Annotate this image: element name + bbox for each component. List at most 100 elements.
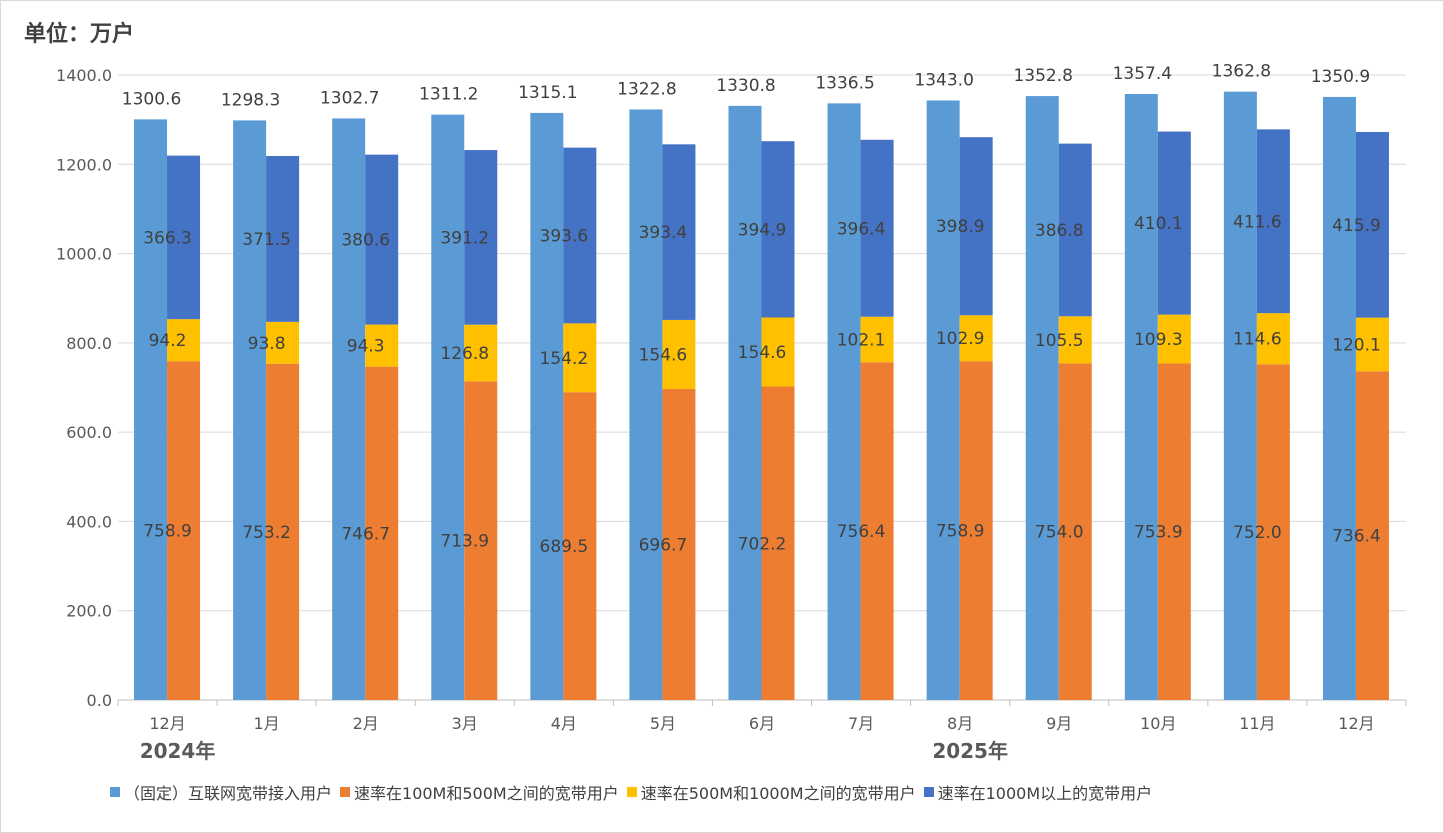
x-category-label: 3月: [452, 714, 478, 733]
legend-swatch: [340, 787, 351, 797]
segment-data-label: 371.5: [242, 230, 291, 250]
total-data-label: 1302.7: [320, 88, 379, 108]
segment-data-label: 393.4: [639, 223, 688, 243]
total-bar: [728, 105, 762, 700]
segment-data-label: 94.3: [347, 337, 385, 357]
segment-data-label: 736.4: [1332, 527, 1381, 547]
stack-bar-segment: [1256, 313, 1290, 365]
segment-data-label: 105.5: [1035, 331, 1084, 351]
stack-bar-segment: [167, 155, 201, 320]
x-category-label: 12月: [149, 714, 185, 733]
total-data-label: 1298.3: [221, 90, 280, 110]
stack-bar-segment: [563, 147, 597, 324]
segment-data-label: 380.6: [341, 231, 390, 251]
stack-bar-segment: [167, 319, 201, 362]
segment-data-label: 109.3: [1134, 330, 1183, 350]
total-data-label: 1350.9: [1311, 67, 1370, 87]
legend-item: 速率在1000M以上的宽带用户: [923, 780, 1153, 804]
total-bar: [629, 109, 663, 700]
total-bar: [1223, 91, 1257, 701]
segment-data-label: 154.6: [738, 343, 787, 363]
stack-bar-segment: [662, 319, 696, 389]
stack-bar-segment: [563, 392, 597, 700]
total-bar: [332, 118, 366, 700]
legend-item: 速率在100M和500M之间的宽带用户: [340, 780, 619, 804]
chart-legend: （固定）互联网宽带接入用户 速率在100M和500M之间的宽带用户 速率在500M和…: [110, 780, 1160, 804]
total-bar: [134, 119, 168, 700]
segment-data-label: 386.8: [1035, 221, 1084, 241]
total-data-label: 1343.0: [914, 70, 973, 90]
x-category-label: 4月: [551, 714, 577, 733]
total-bar: [1025, 96, 1059, 701]
segment-data-label: 758.9: [143, 522, 192, 542]
segment-data-label: 394.9: [738, 220, 787, 240]
legend-swatch: [626, 787, 637, 797]
segment-data-label: 689.5: [540, 537, 589, 557]
segment-data-label: 696.7: [639, 535, 688, 555]
legend-label: 速率在1000M以上的宽带用户: [937, 784, 1153, 803]
stack-bar-segment: [860, 316, 894, 363]
segment-data-label: 126.8: [440, 344, 489, 364]
stack-bar-segment: [761, 141, 795, 318]
stack-bar-segment: [1157, 363, 1191, 700]
segment-data-label: 391.2: [440, 228, 489, 248]
stack-bar-segment: [1058, 143, 1092, 317]
stack-bar-segment: [959, 361, 993, 700]
segment-data-label: 94.2: [149, 331, 187, 351]
stack-bar-segment: [266, 363, 300, 700]
y-tick-label: 1400.0: [56, 66, 112, 85]
stack-bar-segment: [662, 144, 696, 320]
stack-bar-segment: [464, 324, 498, 382]
segment-data-label: 154.6: [639, 345, 688, 365]
x-category-label: 7月: [848, 714, 874, 733]
segment-data-label: 415.9: [1332, 216, 1381, 236]
y-tick-label: 800.0: [66, 334, 112, 353]
segment-data-label: 752.0: [1233, 523, 1282, 543]
x-category-label: 1月: [254, 714, 280, 733]
legend-swatch: [110, 787, 120, 797]
x-category-label: 5月: [650, 714, 676, 733]
stack-bar-segment: [761, 317, 795, 387]
total-data-label: 1357.4: [1113, 64, 1172, 84]
segment-data-label: 366.3: [143, 228, 192, 248]
stack-bar-segment: [167, 361, 201, 700]
year-label: 2024年: [140, 739, 216, 763]
segment-data-label: 753.9: [1134, 523, 1183, 543]
segment-data-label: 756.4: [837, 522, 886, 542]
total-data-label: 1315.1: [518, 83, 577, 103]
stack-bar-segment: [662, 388, 696, 700]
y-tick-label: 1000.0: [56, 245, 112, 264]
stack-bar-segment: [266, 156, 300, 322]
y-tick-label: 0.0: [87, 691, 112, 710]
stack-bar-segment: [860, 362, 894, 700]
stack-bar-segment: [464, 150, 498, 325]
legend-label: 速率在500M和1000M之间的宽带用户: [640, 784, 916, 803]
legend-item: （固定）互联网宽带接入用户: [110, 780, 332, 804]
total-data-label: 1330.8: [716, 76, 775, 96]
segment-data-label: 758.9: [936, 522, 985, 542]
stack-bar-segment: [1355, 371, 1389, 700]
year-label: 2025年: [932, 739, 1008, 763]
stack-bar-segment: [365, 366, 399, 700]
stack-bar-segment: [959, 315, 993, 362]
stack-bar-segment: [1157, 131, 1191, 315]
segment-data-label: 93.8: [248, 334, 286, 354]
x-category-label: 12月: [1338, 714, 1374, 733]
legend-label: （固定）互联网宽带接入用户: [124, 784, 333, 803]
stack-bar-segment: [365, 154, 399, 325]
total-bar: [926, 100, 960, 701]
segment-data-label: 154.2: [540, 349, 589, 369]
segment-data-label: 754.0: [1035, 523, 1084, 543]
stack-bar-segment: [1256, 129, 1290, 314]
segment-data-label: 102.1: [837, 331, 886, 351]
legend-swatch: [923, 787, 934, 797]
y-tick-label: 600.0: [66, 423, 112, 442]
segment-data-label: 398.9: [936, 217, 985, 237]
segment-data-label: 120.1: [1332, 335, 1381, 355]
segment-data-label: 746.7: [341, 524, 390, 544]
x-category-label: 8月: [947, 714, 973, 733]
total-bar: [431, 114, 465, 700]
x-category-label: 11月: [1239, 714, 1275, 733]
stack-bar-segment: [1058, 363, 1092, 700]
